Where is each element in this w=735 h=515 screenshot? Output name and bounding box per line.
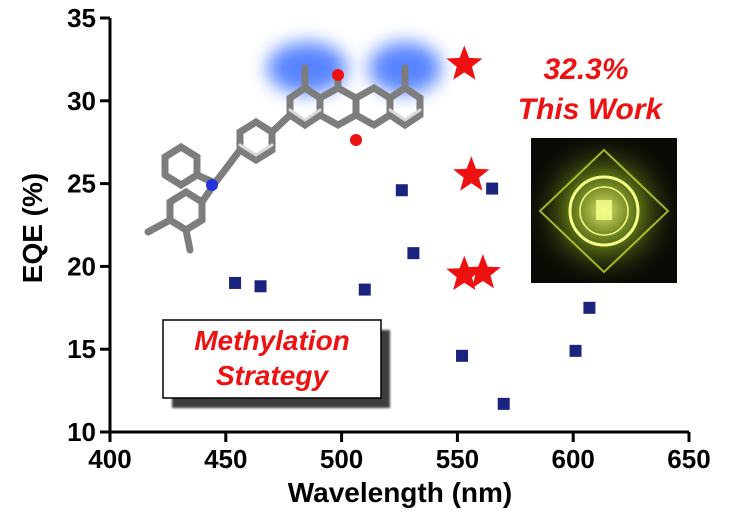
strategy-annotation-box: Methylation Strategy — [162, 319, 390, 408]
data-point-square — [254, 280, 267, 293]
y-tick-label: 15 — [67, 334, 96, 364]
x-tick-label: 450 — [204, 444, 247, 474]
x-tick-label: 550 — [436, 444, 479, 474]
y-tick-label: 20 — [67, 251, 96, 281]
data-point-square — [395, 184, 408, 197]
record-eqe-value: 32.3% — [543, 53, 628, 86]
data-points — [229, 45, 596, 410]
data-point-square — [407, 247, 420, 260]
strategy-line-1: Methylation — [194, 325, 350, 356]
data-point-square — [229, 276, 242, 289]
methyl-glow — [267, 42, 441, 94]
x-tick-label: 650 — [667, 444, 710, 474]
data-point-square — [583, 301, 596, 314]
x-tick-label: 400 — [88, 444, 131, 474]
y-ticks: 10 15 20 25 30 35 — [67, 3, 110, 447]
x-ticks: 400 450 500 550 600 650 — [88, 432, 711, 474]
strategy-line-2: Strategy — [216, 360, 329, 391]
data-point-square — [456, 349, 469, 362]
y-tick-label: 25 — [67, 169, 96, 199]
y-tick-label: 30 — [67, 86, 96, 116]
data-point-star — [464, 254, 501, 289]
y-axis-title: EQE (%) — [17, 173, 48, 283]
axes: 400 450 500 550 600 650 10 15 20 25 30 35 — [67, 3, 711, 474]
glowing-device-emblem-photo — [531, 138, 677, 283]
data-point-square — [497, 397, 510, 410]
data-point-square — [569, 344, 582, 357]
data-point-star — [446, 45, 483, 80]
strategy-box — [162, 319, 382, 399]
y-tick-label: 35 — [67, 3, 96, 33]
x-tick-label: 500 — [320, 444, 363, 474]
data-point-square — [486, 182, 499, 195]
molecule-structure-image — [144, 42, 441, 254]
data-point-star — [446, 255, 483, 291]
data-point-star — [453, 156, 490, 191]
this-work-label: This Work — [518, 93, 664, 126]
y-tick-label: 10 — [67, 417, 96, 447]
x-axis-title: Wavelength (nm) — [288, 477, 513, 508]
data-point-square — [358, 283, 371, 296]
x-tick-label: 600 — [552, 444, 595, 474]
